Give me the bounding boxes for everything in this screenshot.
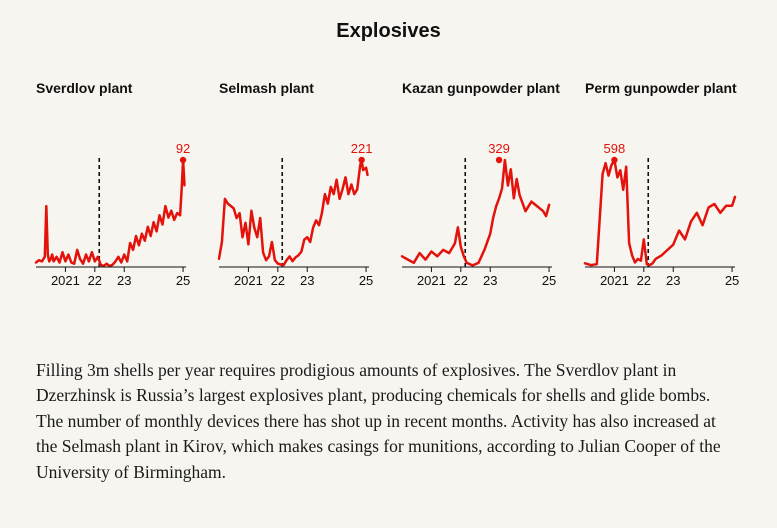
panel-title: Kazan gunpowder plant bbox=[402, 80, 560, 96]
x-tick-label: 25 bbox=[542, 273, 556, 288]
peak-point bbox=[611, 156, 618, 164]
x-tick-label: 22 bbox=[454, 273, 468, 288]
line-chart-selmash: 2021 22 23 25 221 bbox=[217, 141, 373, 288]
peak-label: 221 bbox=[351, 141, 373, 156]
panel-title: Perm gunpowder plant bbox=[585, 80, 737, 96]
x-tick-label: 2021 bbox=[600, 273, 629, 288]
peak-label: 329 bbox=[488, 141, 510, 156]
x-tick-label: 23 bbox=[117, 273, 131, 288]
x-tick-label: 2021 bbox=[417, 273, 446, 288]
panel-title: Selmash plant bbox=[219, 80, 314, 96]
series-line bbox=[34, 158, 186, 268]
panel-title: Sverdlov plant bbox=[36, 80, 133, 96]
x-tick-label: 22 bbox=[637, 273, 651, 288]
series-line bbox=[217, 158, 369, 267]
x-tick-label: 2021 bbox=[234, 273, 263, 288]
caption-text: Filling 3m shells per year requires prod… bbox=[36, 359, 721, 482]
peak-label: 598 bbox=[604, 141, 626, 156]
x-tick-label: 25 bbox=[359, 273, 373, 288]
line-chart-perm: 2021 22 23 25 598 bbox=[583, 141, 739, 288]
x-tick-label: 23 bbox=[666, 273, 680, 288]
peak-point bbox=[179, 156, 187, 164]
peak-point bbox=[358, 156, 365, 164]
panel-selmash: Selmash plant 2021 22 23 25 221 bbox=[217, 76, 399, 296]
panel-sverdlov: Sverdlov plant 2021 22 23 25 92 bbox=[34, 76, 216, 296]
panel-perm: Perm gunpowder plant 2021 22 23 25 598 bbox=[583, 76, 765, 296]
line-chart-kazan: 2021 22 23 25 329 bbox=[400, 141, 556, 288]
peak-point bbox=[495, 156, 503, 164]
peak-label: 92 bbox=[176, 141, 190, 156]
line-chart-sverdlov: 2021 22 23 25 92 bbox=[34, 141, 190, 288]
x-tick-label: 25 bbox=[176, 273, 190, 288]
series-line bbox=[583, 158, 737, 267]
x-tick-label: 22 bbox=[271, 273, 285, 288]
x-tick-label: 23 bbox=[300, 273, 314, 288]
chart-title: Explosives bbox=[336, 20, 441, 42]
x-tick-label: 23 bbox=[483, 273, 497, 288]
x-tick-label: 2021 bbox=[51, 273, 80, 288]
series-line bbox=[400, 158, 551, 267]
x-tick-label: 25 bbox=[725, 273, 739, 288]
panel-kazan: Kazan gunpowder plant 2021 22 23 25 329 bbox=[400, 76, 582, 296]
x-tick-label: 22 bbox=[88, 273, 102, 288]
